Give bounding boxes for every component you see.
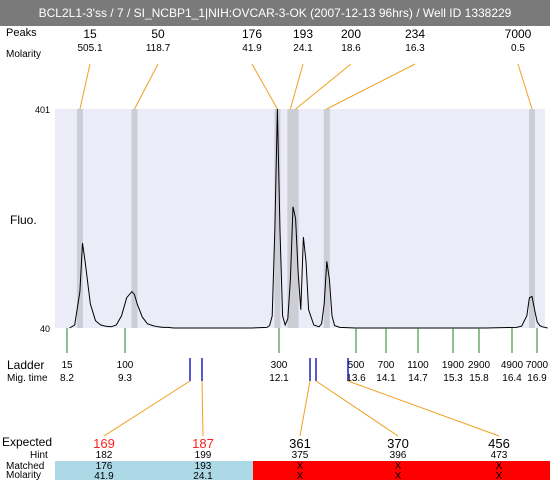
migtime-row-label: Mig. time [7, 373, 48, 384]
ladder-row-label: Ladder [7, 358, 44, 372]
ladder-size-label: 4900 [501, 360, 524, 371]
matched-molarity-value: 24.1 [193, 471, 213, 480]
matched-value: 193 [195, 461, 212, 472]
ladder-size-label: 700 [378, 360, 395, 371]
matched-bad-bar [253, 461, 550, 480]
peak-molarity-label: 18.6 [341, 43, 361, 54]
matched-molarity-value: X [395, 471, 402, 480]
hint-value: 396 [390, 450, 407, 461]
peak-connector [517, 63, 533, 110]
matched-value: X [496, 461, 503, 472]
peak-connector [289, 63, 304, 110]
peak-size-label: 193 [293, 27, 313, 41]
ladder-time-label: 14.1 [376, 373, 396, 384]
matched-value: X [395, 461, 402, 472]
expected-size-label: 361 [289, 436, 311, 451]
hint-value: 473 [491, 450, 508, 461]
molarity-bottom-label: Molarity [6, 470, 41, 480]
ladder-size-label: 100 [117, 360, 134, 371]
peak-band [131, 109, 138, 328]
molarity-row-label: Molarity [6, 49, 41, 60]
hint-value: 182 [96, 450, 113, 461]
peak-size-label: 15 [83, 27, 97, 41]
peak-connector [326, 63, 416, 110]
expected-connector [299, 380, 311, 437]
ladder-size-label: 15 [61, 360, 73, 371]
peak-size-label: 7000 [505, 27, 532, 41]
expected-connector [347, 380, 500, 437]
peak-connector [251, 63, 278, 110]
expected-connector [315, 380, 399, 437]
peak-molarity-label: 41.9 [242, 43, 262, 54]
ladder-size-label: 500 [348, 360, 365, 371]
peak-size-label: 50 [151, 27, 165, 41]
peak-connector [295, 63, 352, 110]
peak-molarity-label: 118.7 [146, 43, 171, 54]
expected-size-label: 187 [192, 436, 214, 451]
ladder-time-label: 15.8 [469, 373, 489, 384]
peak-molarity-label: 16.3 [405, 43, 425, 54]
ladder-size-label: 1900 [442, 360, 465, 371]
matched-molarity-value: X [297, 471, 304, 480]
hint-value: 375 [292, 450, 309, 461]
ladder-time-label: 16.9 [527, 373, 547, 384]
expected-row-label: Expected [2, 435, 52, 449]
y-tick-label: 40 [40, 324, 50, 334]
ladder-time-label: 13.6 [346, 373, 366, 384]
matched-molarity-value: X [496, 471, 503, 480]
chart-title: BCL2L1-3'ss / 7 / SI_NCBP1_1|NIH:OVCAR-3… [0, 0, 550, 26]
hint-row-label: Hint [30, 450, 48, 461]
peak-molarity-label: 505.1 [77, 43, 102, 54]
fluorescence-trace [69, 108, 548, 329]
ladder-time-label: 9.3 [118, 373, 132, 384]
peak-band [76, 109, 83, 328]
peak-size-label: 200 [341, 27, 361, 41]
peak-size-label: 234 [405, 27, 425, 41]
matched-ok-bar [55, 461, 253, 480]
ladder-time-label: 12.1 [269, 373, 289, 384]
y-tick-label: 401 [35, 105, 50, 115]
expected-connector [103, 380, 191, 437]
ladder-time-label: 14.7 [408, 373, 428, 384]
ladder-time-label: 8.2 [60, 373, 74, 384]
expected-size-label: 370 [387, 436, 409, 451]
ladder-time-label: 16.4 [502, 373, 522, 384]
expected-size-label: 169 [93, 436, 115, 451]
peak-band [287, 109, 294, 328]
matched-value: X [297, 461, 304, 472]
matched-row-label: Matched [6, 461, 44, 472]
peak-band [529, 109, 536, 328]
y-axis-label: Fluo. [10, 213, 37, 227]
expected-connector [201, 380, 204, 437]
expected-size-label: 456 [488, 436, 510, 451]
peak-molarity-label: 24.1 [293, 43, 313, 54]
ladder-size-label: 2900 [468, 360, 491, 371]
ladder-size-label: 1100 [407, 360, 429, 371]
peak-band [323, 109, 330, 328]
matched-value: 176 [96, 461, 113, 472]
peak-size-label: 176 [242, 27, 262, 41]
ladder-size-label: 7000 [526, 360, 549, 371]
ladder-time-label: 15.3 [443, 373, 463, 384]
peak-band [274, 109, 281, 328]
peaks-row-label: Peaks [6, 27, 37, 39]
peak-connector [79, 63, 91, 110]
ladder-size-label: 300 [271, 360, 288, 371]
peak-connector [134, 63, 159, 110]
hint-value: 199 [195, 450, 212, 461]
peak-molarity-label: 0.5 [511, 43, 525, 54]
matched-molarity-value: 41.9 [94, 471, 114, 480]
